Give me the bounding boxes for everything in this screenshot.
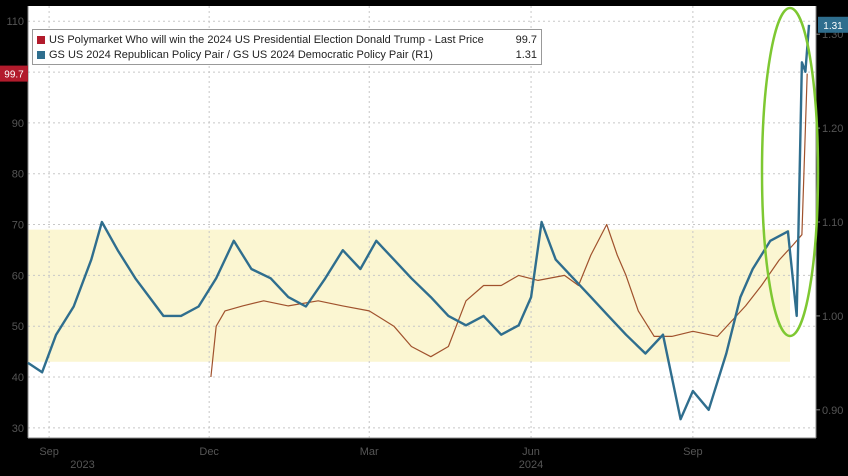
highlight-ellipse [760,6,820,338]
legend-last-value-gs-policy-pair: 1.31 [515,48,537,61]
legend-label-polymarket: US Polymarket Who will win the 2024 US P… [49,33,484,46]
y-right-tick-label: 1.00 [822,311,843,323]
last-value-tag-right [818,16,848,33]
last-value-tag-right-text: 1.31 [823,21,843,32]
y-right-tick-label: 1.10 [822,217,843,229]
y-left-tick-label: 40 [12,372,24,384]
y-left-tick-label: 80 [12,169,24,181]
y-left-tick-label: 30 [12,423,24,435]
last-value-tag-left [0,65,28,82]
x-tick-label: Sep [39,446,59,458]
y-left-tick-label: 90 [12,118,24,130]
x-year-label: 2024 [519,459,543,471]
x-tick-label: Jun [522,446,540,458]
last-value-tag-left-text: 99.7 [4,70,24,81]
legend-swatch-polymarket [37,35,45,44]
x-tick-label: Dec [199,446,219,458]
highlight-band [28,229,790,362]
x-tick-label: Mar [360,446,379,458]
legend-last-value-polymarket: 99.7 [515,33,537,46]
legend-label-gs-policy-pair: GS US 2024 Republican Policy Pair / GS U… [49,48,433,61]
series-line-gs-policy-pair [27,24,811,421]
chart-legend: US Polymarket Who will win the 2024 US P… [32,29,542,65]
y-left-tick-label: 60 [12,270,24,282]
legend-swatch-gs-policy-pair [37,50,45,59]
legend-entry-polymarket: US Polymarket Who will win the 2024 US P… [37,32,537,47]
legend-entry-gs-policy-pair: GS US 2024 Republican Policy Pair / GS U… [37,47,537,62]
y-left-tick-label: 50 [12,321,24,333]
y-right-tick-label: 1.20 [822,123,843,135]
x-year-label: 2023 [70,459,94,471]
y-right-tick-label: 0.90 [822,405,843,417]
y-left-tick-label: 70 [12,220,24,232]
y-left-tick-label: 110 [6,16,24,28]
x-tick-label: Sep [683,446,703,458]
plot-area [28,6,816,438]
